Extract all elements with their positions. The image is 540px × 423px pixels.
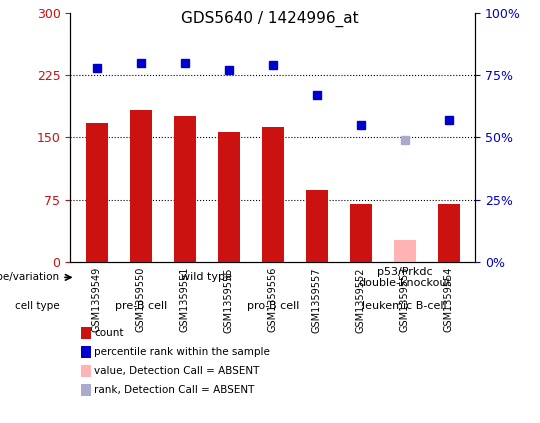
Text: pro-B cell: pro-B cell [247,301,299,311]
Text: percentile rank within the sample: percentile rank within the sample [94,347,271,357]
Text: genotype/variation: genotype/variation [0,272,59,283]
Text: pre-B cell: pre-B cell [114,301,167,311]
Text: wild type: wild type [181,272,232,283]
Bar [218,132,240,262]
Bar [262,126,284,262]
Bar [174,116,195,262]
Text: cell type: cell type [15,301,59,311]
Text: count: count [94,328,124,338]
Bar [306,190,328,262]
Text: value, Detection Call = ABSENT: value, Detection Call = ABSENT [94,366,260,376]
Bar [130,110,152,262]
Text: p53/Prkdc
double-knockout: p53/Prkdc double-knockout [359,266,451,288]
Bar [86,124,107,262]
Bar [350,204,372,262]
Text: GDS5640 / 1424996_at: GDS5640 / 1424996_at [181,11,359,27]
Text: leukemic B-cell: leukemic B-cell [362,301,447,311]
Text: rank, Detection Call = ABSENT: rank, Detection Call = ABSENT [94,385,255,395]
Bar [438,204,460,262]
Bar [394,240,416,262]
